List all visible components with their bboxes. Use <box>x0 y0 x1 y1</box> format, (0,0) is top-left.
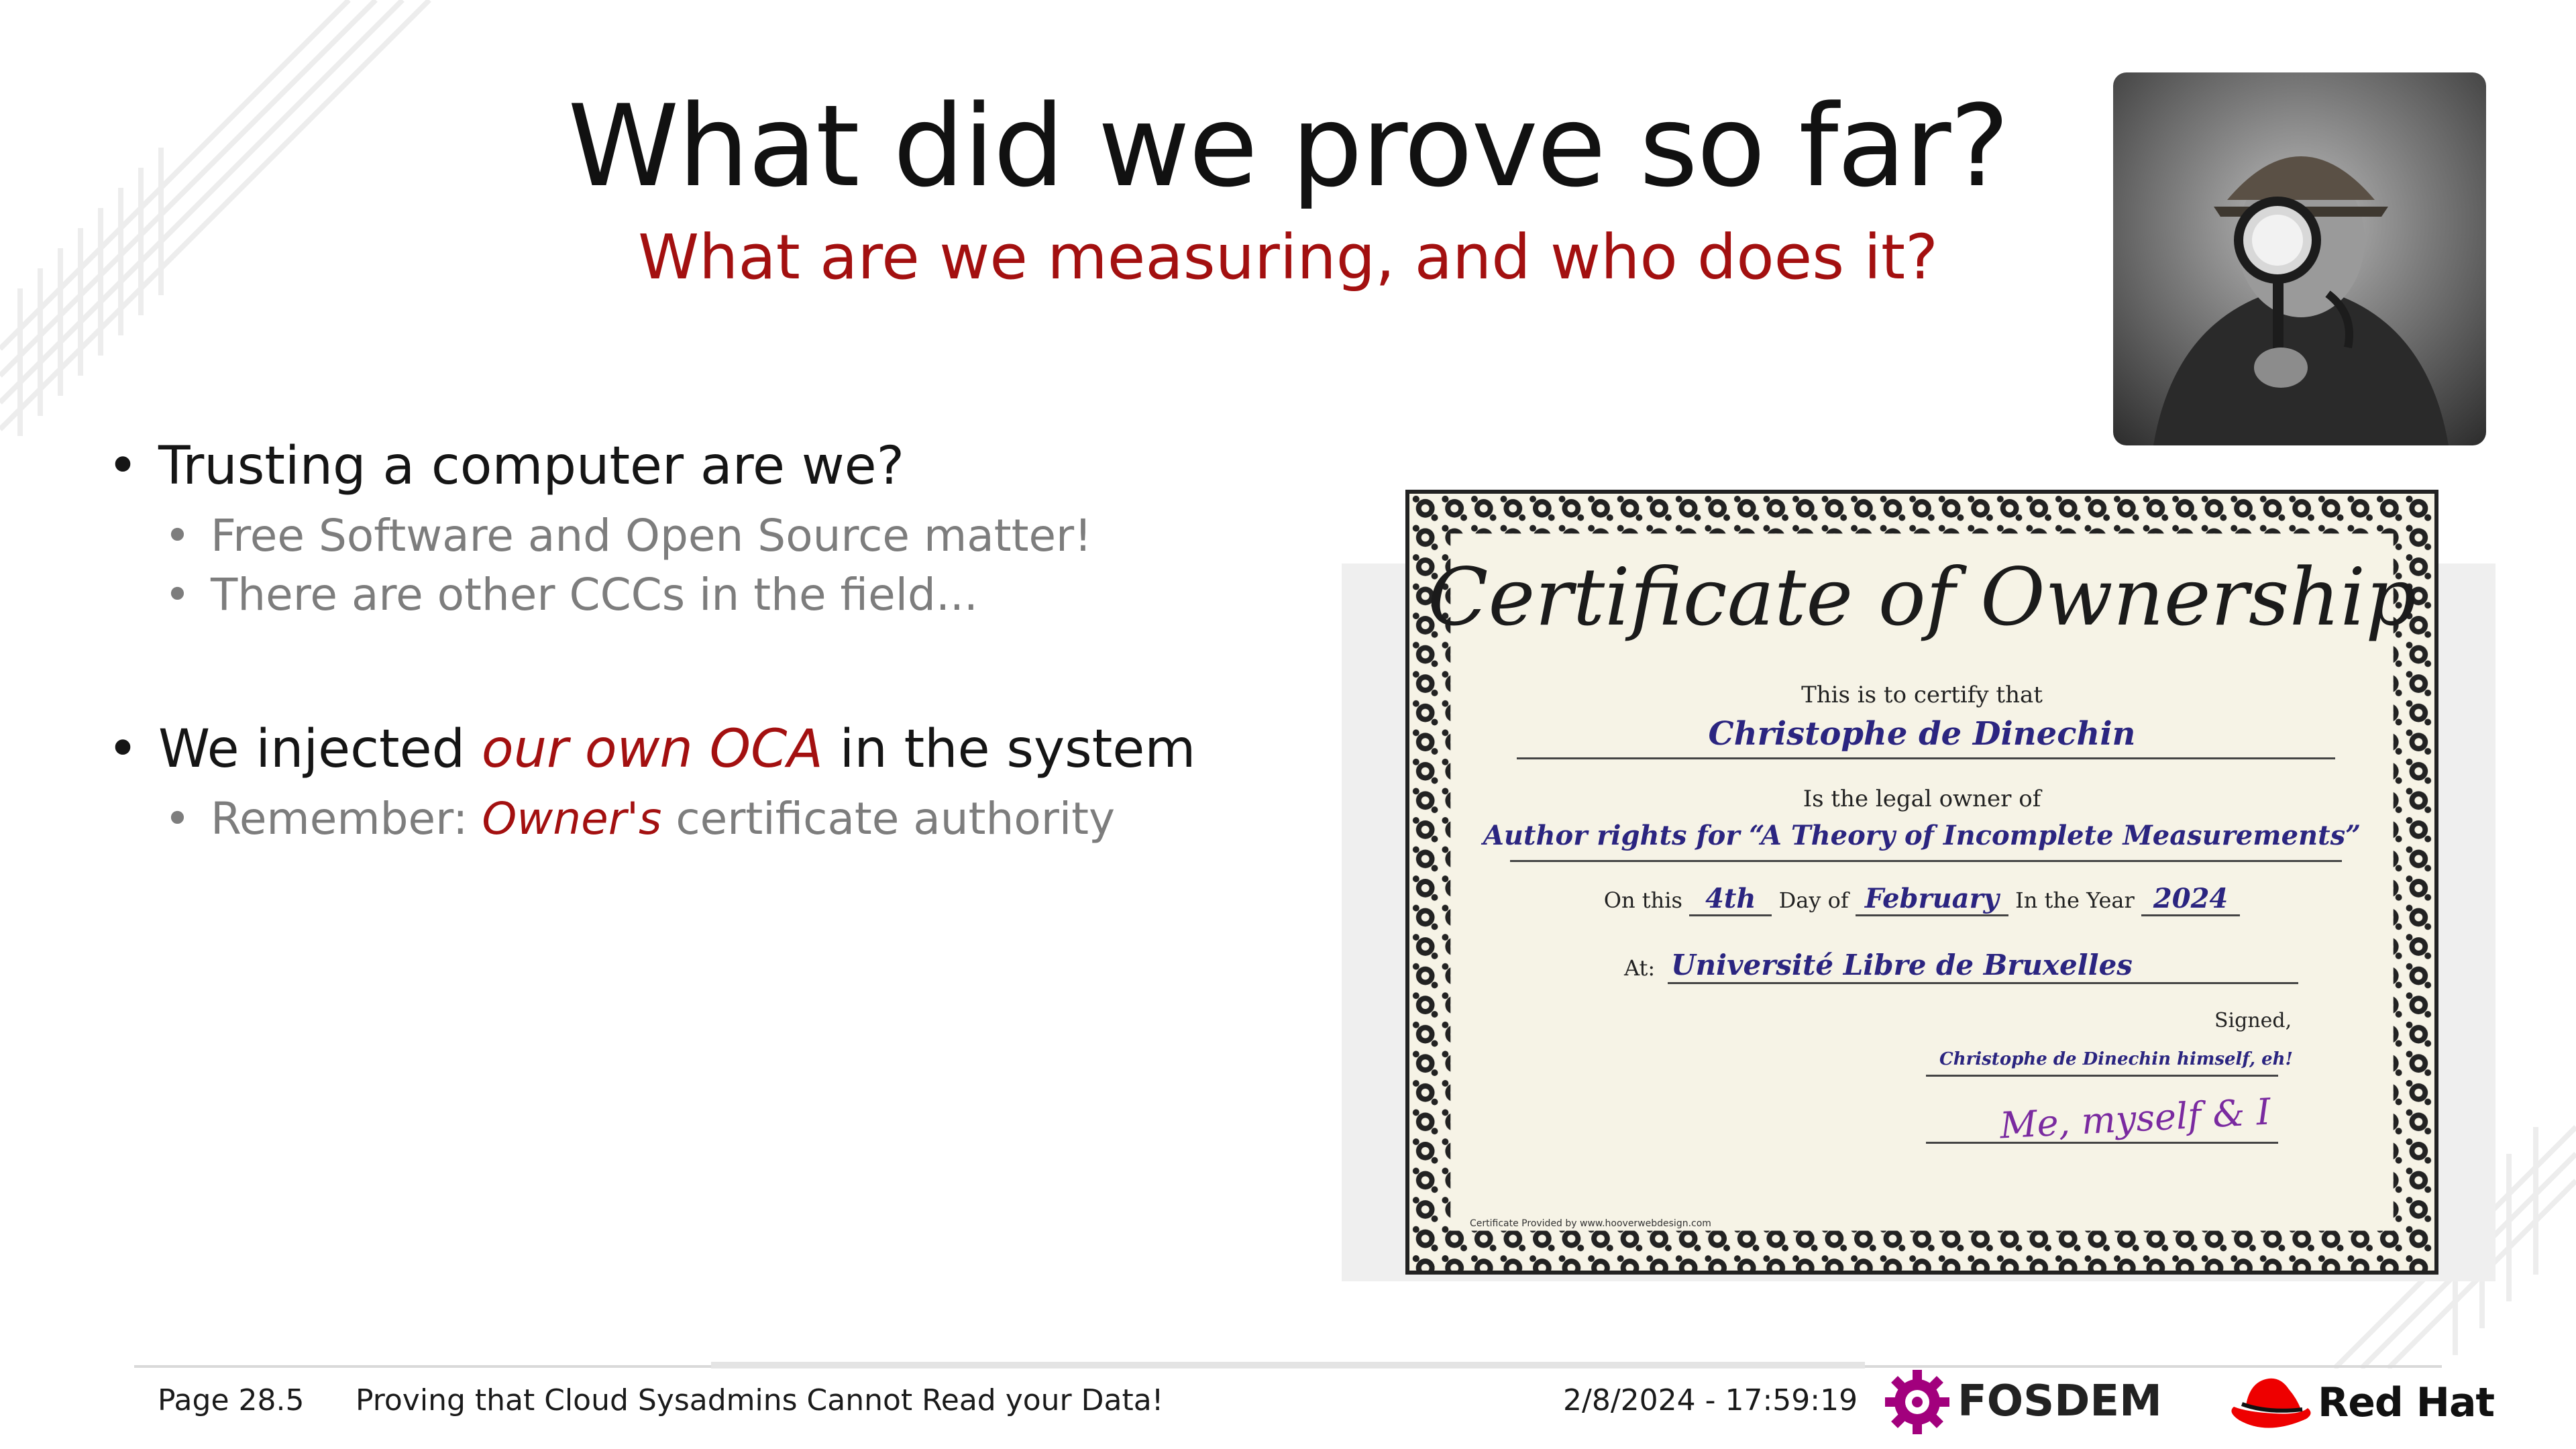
fosdem-gear-icon <box>1885 1370 1949 1434</box>
signed-label: Signed, <box>2214 1009 2292 1032</box>
place-row: At: <box>1624 955 1656 981</box>
bullet-dot-icon: • <box>164 510 191 561</box>
slide-subtitle: What are we measuring, and who does it? <box>638 221 1938 293</box>
signer-name: Christophe de Dinechin himself, eh! <box>1939 1049 2293 1069</box>
page-number: Page 28.5 <box>158 1383 305 1417</box>
slide-title: What did we prove so far? <box>568 80 2009 212</box>
fosdem-logo-text: FOSDEM <box>1957 1377 2162 1426</box>
signer-line <box>1926 1075 2278 1077</box>
date-row: On this 4th Day of February In the Year … <box>1409 883 2434 916</box>
month-value: February <box>1855 883 2008 916</box>
sub-bullet-free-software: • Free Software and Open Source matter! <box>164 510 1092 561</box>
bullet-injected-oca: • We injected our own OCA in the system <box>107 719 1196 780</box>
bullet-trusting-computer: • Trusting a computer are we? <box>107 436 905 496</box>
certificate-credit: Certificate Provided by www.hooverwebdes… <box>1470 1218 1711 1229</box>
certificate: Certificate of Ownership This is to cert… <box>1405 490 2438 1275</box>
certificate-image: Certificate of Ownership This is to cert… <box>1342 490 2496 1281</box>
owner-name: Christophe de Dinechin <box>1708 715 2136 753</box>
bullet-dot-icon: • <box>107 436 139 496</box>
detective-photo <box>2113 72 2486 445</box>
legal-owner-text: Is the legal owner of <box>1803 786 2041 812</box>
talk-title: Proving that Cloud Sysadmins Cannot Read… <box>356 1383 1164 1417</box>
floral-border-icon <box>1410 494 2434 1271</box>
day-value: 4th <box>1689 883 1772 916</box>
footer-progress-bar <box>711 1362 1865 1368</box>
owner-line <box>1517 757 2335 759</box>
place-value: Université Libre de Bruxelles <box>1671 949 2133 981</box>
signature-line <box>1926 1142 2278 1144</box>
redhat-logo-text: Red Hat <box>2318 1379 2495 1426</box>
owned-item: Author rights for “A Theory of Incomplet… <box>1483 820 2361 851</box>
item-line <box>1510 860 2342 862</box>
place-line <box>1668 982 2298 984</box>
sub-bullet-remember-owner: • Remember: Owner's certificate authority <box>164 793 1116 845</box>
certify-text: This is to certify that <box>1801 682 2043 708</box>
corner-pattern-top-left <box>0 0 431 436</box>
certificate-heading: Certificate of Ownership <box>1428 551 2416 643</box>
bullet-dot-icon: • <box>164 569 191 621</box>
bullet-dot-icon: • <box>107 719 139 780</box>
detective-icon <box>2153 156 2449 445</box>
sub-bullet-other-cccs: • There are other CCCs in the field... <box>164 569 978 621</box>
year-value: 2024 <box>2141 883 2241 916</box>
redhat-fedora-icon <box>2231 1378 2311 1428</box>
bullet-dot-icon: • <box>164 793 191 845</box>
date-time: 2/8/2024 - 17:59:19 <box>1563 1383 1858 1417</box>
